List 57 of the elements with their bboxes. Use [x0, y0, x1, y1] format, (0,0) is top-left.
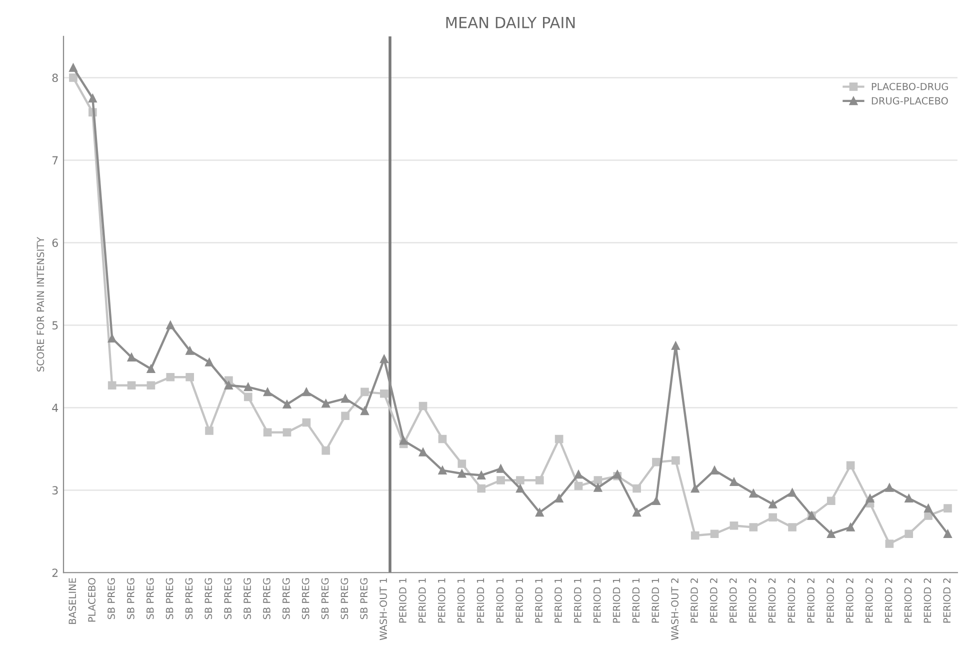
x-tick-label: SB PREG [185, 578, 193, 620]
legend-label: PLACEBO-DRUG [872, 82, 948, 90]
x-tick-label: PERIOD 2 [846, 578, 854, 623]
x-tick-label: SB PREG [340, 578, 348, 620]
x-tick-label: SB PREG [302, 578, 310, 620]
y-tick-label: 4 [52, 404, 58, 412]
x-tick-label: PERIOD 2 [884, 578, 892, 623]
x-tick-label: PERIOD 1 [574, 578, 582, 623]
x-tick-label: SB PREG [146, 578, 154, 620]
x-tick-label: PERIOD 1 [593, 578, 601, 623]
x-tick-label: PERIOD 1 [476, 578, 484, 623]
x-tick-label: PERIOD 2 [710, 578, 718, 623]
x-tick-label: PERIOD 1 [632, 578, 640, 623]
x-tick-label: PLACEBO [88, 578, 96, 622]
x-tick-label: SB PREG [282, 578, 290, 620]
x-tick-label: PERIOD 1 [554, 578, 562, 623]
y-tick-label: 2 [52, 568, 58, 577]
chart-title: MEAN DAILY PAIN [446, 16, 575, 28]
x-tick-label: PERIOD 2 [690, 578, 698, 623]
x-tick-label: PERIOD 1 [496, 578, 504, 623]
x-tick-label: WASH-OUT 1 [380, 578, 387, 640]
x-tick-label: PERIOD 2 [826, 578, 834, 623]
y-axis-title: SCORE FOR PAIN INTENSITY [36, 236, 44, 372]
x-tick-label: SB PREG [321, 578, 329, 620]
x-tick-label: SB PREG [204, 578, 212, 620]
x-tick-label: PERIOD 2 [807, 578, 815, 623]
x-tick-label: PERIOD 2 [924, 578, 932, 623]
x-tick-label: PERIOD 2 [865, 578, 873, 623]
x-tick-label: SB PREG [263, 578, 270, 620]
x-tick-label: SB PREG [126, 578, 134, 620]
x-tick-label: PERIOD 1 [652, 578, 660, 623]
x-tick-label: PERIOD 1 [457, 578, 465, 623]
x-tick-label: SB PREG [166, 578, 174, 620]
x-tick-label: PERIOD 2 [729, 578, 737, 623]
y-tick-label: 5 [52, 321, 58, 330]
x-tick-label: SB PREG [224, 578, 232, 620]
x-tick-label: SB PREG [360, 578, 368, 620]
x-tick-label: PERIOD 2 [788, 578, 796, 623]
legend-label: DRUG-PLACEBO [872, 97, 948, 104]
x-tick-label: PERIOD 2 [748, 578, 756, 623]
x-tick-label: WASH-OUT 2 [671, 578, 678, 640]
x-tick-label: PERIOD 1 [516, 578, 524, 623]
y-tick-label: 8 [52, 74, 58, 82]
x-tick-label: PERIOD 1 [418, 578, 426, 623]
x-tick-label: PERIOD 2 [768, 578, 776, 623]
y-tick-label: 3 [52, 486, 58, 495]
y-tick-label: 6 [52, 238, 58, 248]
x-tick-label: PERIOD 1 [399, 578, 406, 623]
x-tick-label: SB PREG [108, 578, 115, 620]
x-tick-label: SB PREG [244, 578, 251, 620]
x-tick-label: PERIOD 2 [904, 578, 912, 623]
x-tick-label: BASELINE [68, 578, 76, 624]
x-tick-label: PERIOD 1 [535, 578, 542, 623]
y-tick-label: 7 [52, 156, 58, 164]
x-tick-label: PERIOD 2 [943, 578, 951, 623]
x-tick-label: PERIOD 1 [438, 578, 446, 623]
x-tick-label: PERIOD 1 [612, 578, 620, 623]
